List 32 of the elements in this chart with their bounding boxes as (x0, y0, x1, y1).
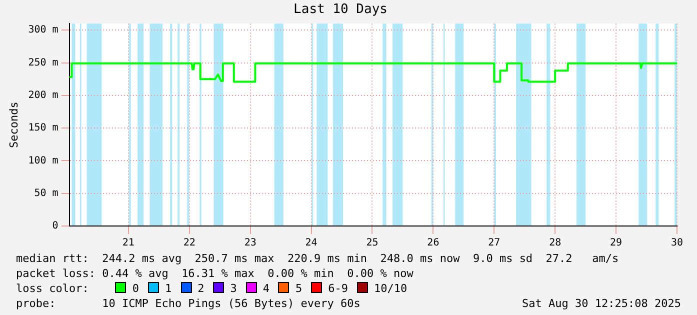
y-tick-label: 200 m (28, 90, 58, 102)
legend-label: 3 (230, 282, 237, 295)
y-axis-title: Seconds (7, 102, 20, 148)
text: probe: 10 ICMP Echo Pings (56 Bytes) every 60s (16, 297, 360, 312)
x-tick-label: 28 (549, 238, 562, 249)
chart-title: Last 10 Days (294, 2, 388, 18)
text: packet loss: 0.44 % avg 16.31 % max 0.00 % min 0.00 % now (16, 267, 414, 282)
x-tick-label: 23 (244, 238, 256, 249)
text: Sat Aug 30 12:25:08 2025 (522, 297, 681, 312)
x-tick-label: 27 (488, 238, 500, 249)
legend-label: 5 (295, 282, 302, 295)
x-tick-label: 25 (366, 238, 378, 249)
text: median rtt: 244.2 ms avg 250.7 ms max 220.9 ms min 248.0 ms now 9.0 ms sd 27.2 am/s (16, 252, 620, 267)
legend-label: 4 (262, 282, 270, 295)
x-tick-label: 26 (427, 238, 440, 249)
x-tick-label: 21 (122, 238, 134, 249)
legend-title: loss color: (16, 282, 89, 295)
x-tick-label: 29 (610, 238, 622, 249)
y-tick-label: 300 m (28, 24, 58, 36)
legend-label: 2 (198, 282, 204, 295)
x-tick-label: 22 (183, 238, 196, 249)
y-tick-label: 100 m (28, 155, 58, 166)
y-tick-label: 150 m (28, 122, 58, 134)
legend-label: 6-9 (328, 282, 348, 295)
y-tick-label: 250 m (28, 57, 58, 68)
legend-label: 1 (164, 282, 172, 295)
y-tick-label: 50 m (34, 188, 58, 199)
x-tick-label: 24 (305, 238, 318, 249)
x-tick-label: 30 (670, 238, 684, 249)
y-tick-label: 0 (52, 220, 58, 232)
legend-label: 0 (132, 282, 139, 295)
legend-label: 10/10 (374, 282, 408, 295)
